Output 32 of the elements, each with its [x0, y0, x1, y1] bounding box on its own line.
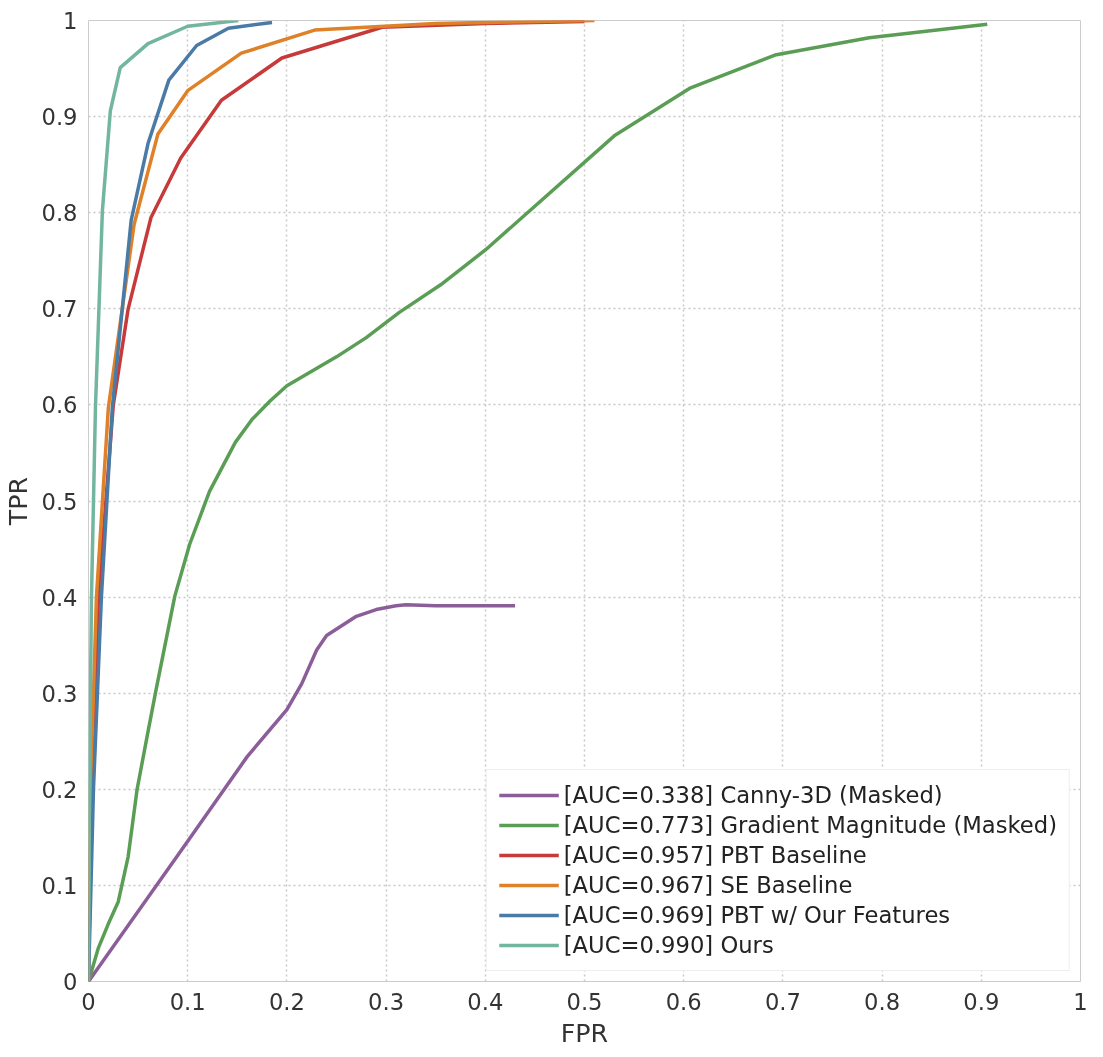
line-series [88, 603, 517, 982]
x-tick-label: 0 [81, 988, 96, 1015]
y-tick-label: 0.8 [41, 200, 78, 227]
y-tick-label: 0.6 [41, 392, 78, 419]
y-axis-title: TPR [3, 476, 34, 527]
legend-label: [AUC=0.338] Canny-3D (Masked) [563, 782, 943, 808]
y-tick-label: 0.1 [41, 872, 78, 899]
y-tick-label: 0.5 [41, 488, 78, 515]
x-tick-label: 0.3 [368, 988, 405, 1015]
legend-label: [AUC=0.957] PBT Baseline [563, 842, 867, 868]
y-tick-label: 0.9 [41, 104, 78, 131]
x-tick-label: 0.6 [665, 988, 702, 1015]
y-tick-label: 0 [63, 969, 78, 995]
y-tick-label: 0.3 [41, 680, 78, 707]
y-tick-label: 1 [63, 8, 78, 34]
y-tick-label: 0.2 [41, 776, 78, 803]
legend-label: [AUC=0.773] Gradient Magnitude (Masked) [563, 812, 1057, 838]
x-tick-label: 0.1 [169, 988, 206, 1015]
legend-label: [AUC=0.967] SE Baseline [563, 872, 853, 898]
y-tick-label: 0.7 [41, 296, 78, 323]
x-tick-label: 0.5 [566, 988, 603, 1015]
x-tick-label: 0.7 [764, 988, 801, 1015]
legend-label: [AUC=0.990] Ours [563, 932, 774, 958]
legend-label: [AUC=0.969] PBT w/ Our Features [563, 902, 951, 928]
y-tick-label: 0.4 [41, 584, 78, 611]
x-tick-label: 1 [1073, 988, 1088, 1015]
x-tick-label: 0.8 [864, 988, 901, 1015]
line-series [88, 20, 241, 982]
x-axis-title: FPR [560, 1017, 609, 1048]
x-tick-label: 0.9 [963, 988, 1000, 1015]
x-tick-label: 0.4 [467, 988, 504, 1015]
x-tick-label: 0.2 [268, 988, 305, 1015]
